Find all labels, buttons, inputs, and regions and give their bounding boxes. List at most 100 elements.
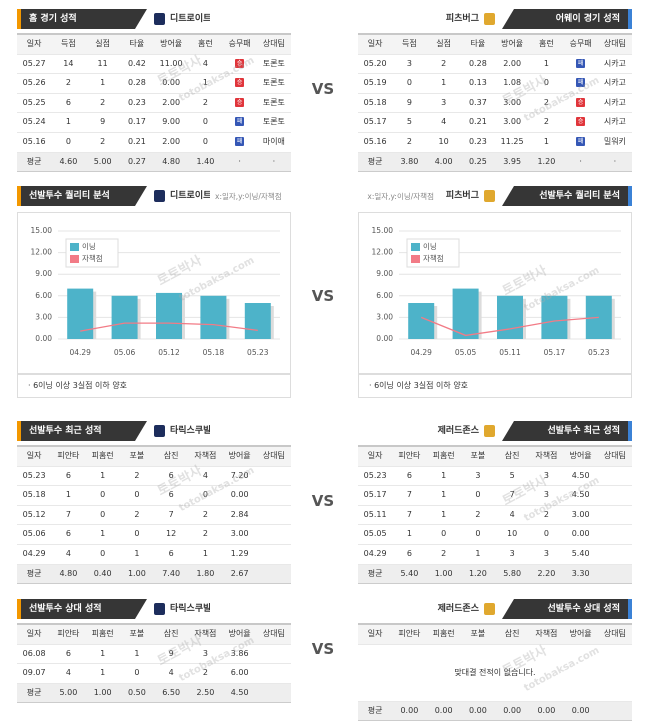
- x-tick-label: 05.18: [203, 348, 225, 357]
- table-cell: 05.17: [363, 490, 387, 500]
- table-cell: 토론토: [262, 58, 285, 68]
- table-cell: 1: [100, 648, 106, 658]
- pitcher-vs-panel: 선발투수 상대 성적 제러드존스 일자 피안타 피홈런 포볼 삼진 자책점 방어율 상대팀 맞대결 …: [358, 599, 632, 721]
- table-row: 05.26 2 1 0.28 0.00 1 승 토론토: [17, 74, 291, 94]
- table-cell: 시카고: [603, 78, 626, 88]
- vs-label: VS: [311, 640, 335, 658]
- table-cell: 1: [202, 548, 208, 558]
- result-badge: 패: [235, 117, 245, 127]
- vs-label: VS: [311, 492, 335, 510]
- table-cell: 3: [406, 58, 412, 68]
- column-header: 타율: [129, 39, 145, 48]
- table-cell: 05.05: [363, 529, 387, 539]
- stats-table: 일자 피안타 피홈런 포볼 삼진 자책점 방어율 상대팀 06.08 6 1 1 9 3 3.86 09.07…: [17, 623, 291, 704]
- legend-label: 이닝: [423, 241, 437, 251]
- result-badge: 승: [235, 58, 245, 68]
- table-cell: 1: [543, 136, 549, 146]
- table-cell: 3: [202, 648, 208, 658]
- table-cell: [257, 506, 291, 525]
- table-cell: ·: [238, 156, 241, 166]
- table-cell: 0.00: [537, 705, 556, 715]
- team-logo: [154, 190, 165, 202]
- table-cell: 6: [65, 648, 71, 658]
- table-cell: 5.00: [93, 156, 112, 166]
- section-title: 홈 경기 성적: [17, 9, 147, 29]
- bar: [244, 303, 271, 339]
- column-header: 상대팀: [603, 629, 626, 638]
- table-row: 평균 0.00 0.00 0.00 0.00 0.00 0.00: [358, 701, 632, 721]
- table-cell: [257, 525, 291, 544]
- table-row: 04.29 6 2 1 3 3 5.40: [358, 545, 632, 565]
- table-cell: 4.50: [230, 687, 249, 697]
- table-header: 일자 피안타 피홈런 포볼 삼진 자책점 방어율 상대팀: [17, 625, 291, 645]
- table-cell: 평균: [26, 156, 42, 166]
- team-logo: [154, 603, 165, 615]
- table-cell: 1: [441, 490, 447, 500]
- table-cell: 09.07: [22, 668, 46, 678]
- y-tick-label: 3.00: [35, 312, 52, 321]
- table-cell: 0: [441, 529, 447, 539]
- table-cell: 5: [406, 117, 412, 127]
- table-cell: 4.80: [59, 568, 78, 578]
- bar: [452, 288, 479, 339]
- home-record-panel: 홈 경기 성적 디트로이트 일자 득점 실점 타율 방어율 홈런 승무패 상대팀 05.27 14 11…: [17, 9, 291, 173]
- table-cell: 패: [564, 55, 598, 74]
- table-cell: 05.19: [363, 78, 387, 88]
- table-cell: 0: [475, 529, 481, 539]
- column-header: 실점: [436, 39, 451, 48]
- table-cell: 11.00: [159, 58, 183, 68]
- table-cell: 1.20: [468, 568, 487, 578]
- table-cell: 1: [100, 78, 106, 88]
- column-header: 포볼: [129, 451, 145, 460]
- table-cell: 승: [564, 113, 598, 132]
- table-cell: 2: [134, 470, 140, 480]
- column-header: 상대팀: [262, 39, 285, 48]
- table-cell: 2: [475, 509, 481, 519]
- table-cell: 1.00: [434, 568, 453, 578]
- line: [80, 322, 258, 332]
- table-cell: 0.42: [127, 58, 146, 68]
- x-tick-label: 05.23: [247, 348, 269, 357]
- table-row: 평균 5.00 1.00 0.50 6.50 2.50 4.50: [17, 683, 291, 703]
- result-badge: 패: [235, 136, 245, 146]
- table-cell: 05.06: [22, 529, 46, 539]
- table-cell: 05.26: [22, 78, 46, 88]
- table-cell: 3.95: [503, 156, 522, 166]
- panel-header: 선발투수 퀄리티 분석 피츠버그 x:일자,y:이닝/자책점: [358, 186, 632, 206]
- column-header: 상대팀: [603, 39, 626, 48]
- chart-box: 0.00 3.00 6.00 9.00 12.00 15.00 04.29 05.05 05.1…: [358, 212, 632, 374]
- table-cell: 2.50: [196, 687, 215, 697]
- column-header: 일자: [367, 629, 383, 638]
- table-cell: 1: [134, 648, 140, 658]
- table-cell: ·: [613, 156, 617, 166]
- column-header: 방어율: [160, 39, 183, 48]
- table-cell: 5.80: [503, 568, 522, 578]
- column-header: 실점: [95, 39, 110, 48]
- table-cell: 2: [100, 97, 106, 107]
- x-tick-label: 05.06: [114, 348, 136, 357]
- column-header: 승무패: [569, 39, 592, 48]
- table-cell: 1: [134, 548, 140, 558]
- table-cell: 3: [543, 548, 549, 558]
- table-cell: 패: [223, 113, 257, 132]
- column-header: 일자: [26, 629, 42, 638]
- table-cell: 2: [441, 58, 447, 68]
- table-cell: 7: [509, 490, 515, 500]
- table-cell: [257, 664, 291, 683]
- column-header: 방어율: [228, 629, 251, 638]
- team-logo: [484, 603, 495, 615]
- bar: [111, 295, 138, 339]
- table-cell: 0.28: [127, 78, 146, 88]
- table-cell: 05.18: [363, 97, 387, 107]
- y-tick-label: 0.00: [35, 334, 52, 343]
- table-row: 평균 4.80 0.40 1.00 7.40 1.80 2.67: [17, 564, 291, 584]
- table-cell: 1: [441, 78, 447, 88]
- table-cell: 6: [406, 470, 412, 480]
- table-cell: 마이애: [262, 136, 285, 146]
- table-cell: 1: [475, 548, 481, 558]
- quality-panel: 선발투수 퀄리티 분석 피츠버그 x:일자,y:이닝/자책점 0.00 3.00 6.00…: [358, 186, 632, 398]
- table-cell: 12: [166, 529, 177, 539]
- table-row: 평균 5.40 1.00 1.20 5.80 2.20 3.30: [358, 564, 632, 584]
- column-header: 방어율: [228, 451, 251, 460]
